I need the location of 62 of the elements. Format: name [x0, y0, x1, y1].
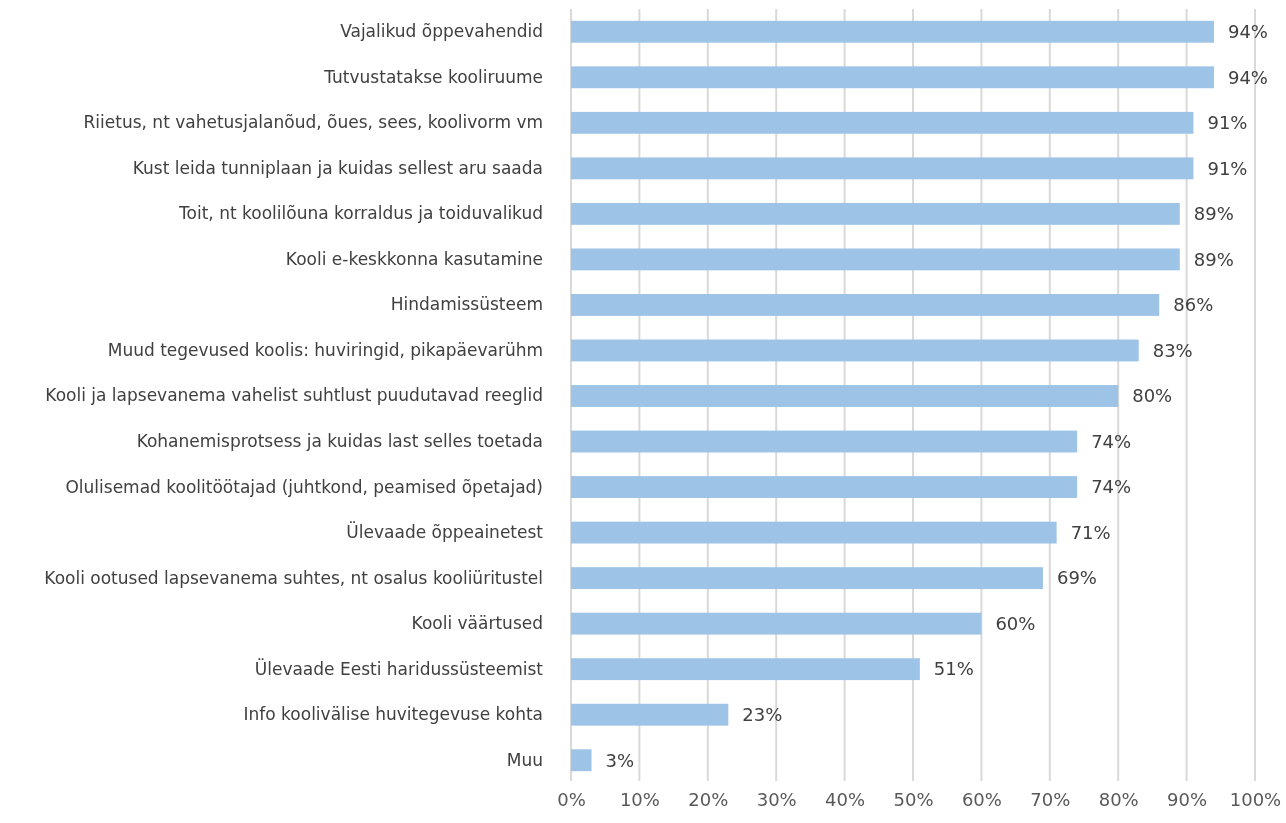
bar: [571, 430, 1078, 453]
bar: [571, 476, 1078, 498]
y-tick-label: Tutvustatakse kooliruume: [323, 66, 543, 87]
bar: [571, 111, 1194, 134]
data-label: 89%: [1193, 248, 1234, 270]
data-label: 91%: [1207, 157, 1248, 179]
data-label: 74%: [1091, 430, 1132, 452]
x-tick-label: 20%: [688, 788, 729, 810]
y-tick-label: Muud tegevused koolis: huviringid, pikapäevarühm: [107, 339, 543, 360]
y-tick-label: Kooli väärtused: [411, 613, 543, 634]
x-tick-label: 50%: [893, 788, 934, 810]
bar: [571, 567, 1043, 590]
data-label: 80%: [1132, 385, 1173, 407]
y-tick-label: Hindamissüsteem: [390, 294, 543, 315]
data-label: 60%: [995, 612, 1036, 634]
y-tick-label: Kooli ja lapsevanema vahelist suhtlust puudutavad reeglid: [45, 385, 543, 406]
bar: [571, 202, 1180, 225]
data-label: 91%: [1207, 112, 1248, 134]
bar: [571, 703, 729, 726]
x-tick-label: 70%: [1030, 788, 1071, 810]
bar: [571, 658, 920, 681]
bar: [571, 294, 1160, 316]
data-label: 51%: [933, 658, 974, 680]
bar: [571, 66, 1214, 89]
bar: [571, 521, 1057, 544]
x-tick-label: 0%: [557, 788, 586, 810]
bar: [571, 248, 1180, 271]
y-tick-label: Toit, nt koolilõuna korraldus ja toiduvalikud: [178, 203, 543, 224]
data-label: 83%: [1152, 339, 1193, 361]
bar: [571, 385, 1119, 407]
y-tick-label: Olulisemad koolitöötajad (juhtkond, peamised õpetajad): [65, 476, 543, 497]
x-tick-label: 10%: [619, 788, 660, 810]
x-tick-label: 60%: [961, 788, 1002, 810]
x-tick-label: 30%: [756, 788, 797, 810]
x-tick-label: 40%: [825, 788, 866, 810]
y-tick-label: Vajalikud õppevahendid: [340, 21, 543, 42]
x-tick-label: 80%: [1098, 788, 1139, 810]
y-tick-label: Ülevaade Eesti haridussüsteemist: [254, 657, 544, 679]
y-tick-label: Muu: [506, 749, 543, 770]
y-tick-label: Kooli ootused lapsevanema suhtes, nt osalus kooliüritustel: [44, 567, 543, 588]
data-label: 86%: [1173, 294, 1214, 316]
bar: [571, 157, 1194, 180]
data-label: 3%: [605, 749, 635, 771]
x-tick-label: 90%: [1167, 788, 1208, 810]
data-label: 94%: [1227, 21, 1268, 43]
bar: [571, 20, 1214, 43]
data-label: 89%: [1193, 203, 1234, 225]
bar: [571, 339, 1139, 362]
y-tick-label: Info koolivälise huvitegevuse kohta: [243, 704, 543, 725]
data-label: 94%: [1227, 66, 1268, 88]
bar: [571, 749, 592, 772]
y-tick-label: Kohanemisprotsess ja kuidas last selles toetada: [136, 430, 543, 451]
y-tick-label: Riietus, nt vahetusjalanõud, õues, sees, koolivorm vm: [83, 112, 543, 133]
x-tick-label: 100%: [1229, 788, 1282, 810]
y-tick-label: Ülevaade õppeainetest: [346, 521, 544, 543]
y-tick-label: Kust leida tunniplaan ja kuidas sellest aru saada: [132, 157, 543, 178]
data-label: 23%: [742, 704, 783, 726]
data-label: 71%: [1070, 521, 1111, 543]
data-label: 69%: [1056, 567, 1097, 589]
data-label: 74%: [1091, 476, 1132, 498]
bar: [571, 612, 982, 635]
y-tick-label: Kooli e-keskkonna kasutamine: [285, 248, 543, 269]
